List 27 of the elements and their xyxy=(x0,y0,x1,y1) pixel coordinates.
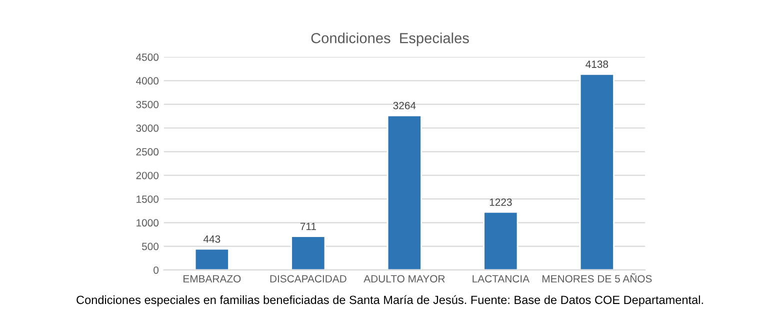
data-label: 443 xyxy=(203,235,220,243)
y-tick-label: 2000 xyxy=(136,172,159,180)
bar xyxy=(290,236,326,270)
data-label: 4138 xyxy=(586,60,608,68)
data-label: 3264 xyxy=(393,102,416,110)
x-tick-label: LACTANCIA xyxy=(472,275,530,282)
y-tick-label: 4500 xyxy=(136,54,159,61)
x-tick-label: DISCAPACIDAD xyxy=(270,275,346,282)
bar xyxy=(386,114,422,270)
text: Condiciones especiales en familias beneficiadas de Santa María de Jesús. Fuente: Base de Datos COE Departamental. xyxy=(76,295,703,306)
bar xyxy=(579,73,614,270)
x-tick-label: ADULTO MAYOR xyxy=(364,275,445,282)
y-tick-label: 1500 xyxy=(136,195,159,203)
y-tick-label: 0 xyxy=(154,266,159,274)
y-tick-label: 3500 xyxy=(136,100,159,108)
data-label: 711 xyxy=(300,222,316,230)
x-tick-label: EMBARAZO xyxy=(184,275,241,282)
x-tick-label: MENORES DE 5 AÑOS xyxy=(542,273,652,282)
y-tick-label: 1000 xyxy=(136,219,159,227)
bar xyxy=(194,248,230,270)
y-tick-label: 500 xyxy=(142,242,159,250)
data-label: 1223 xyxy=(490,198,512,206)
chart-title: Condiciones Especiales xyxy=(311,32,469,46)
y-tick-label: 2500 xyxy=(136,148,159,156)
y-tick-label: 4000 xyxy=(136,77,159,85)
bar xyxy=(483,211,518,270)
y-tick-label: 3000 xyxy=(136,124,159,132)
